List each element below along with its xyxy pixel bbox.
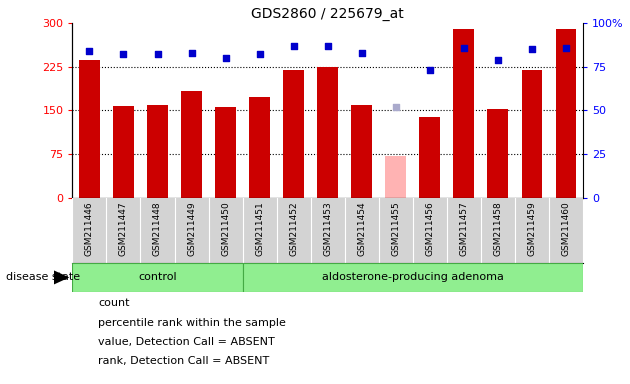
Point: [152, 51, 163, 58]
Bar: [249, 97, 270, 198]
Bar: [72, 263, 243, 292]
Text: percentile rank within the sample: percentile rank within the sample: [98, 318, 286, 328]
Bar: [147, 104, 168, 198]
Point: [220, 55, 231, 61]
Text: GSM211453: GSM211453: [323, 201, 332, 256]
Text: aldosterone-producing adenoma: aldosterone-producing adenoma: [322, 272, 503, 283]
Bar: [386, 156, 406, 198]
Bar: [318, 67, 338, 198]
Point: [118, 51, 129, 58]
Text: GSM211446: GSM211446: [85, 201, 94, 256]
Bar: [113, 106, 134, 198]
Bar: [181, 91, 202, 198]
Point: [561, 45, 571, 51]
Point: [323, 43, 333, 49]
Polygon shape: [54, 270, 69, 285]
Point: [391, 104, 401, 110]
Text: GSM211457: GSM211457: [459, 201, 468, 256]
Text: value, Detection Call = ABSENT: value, Detection Call = ABSENT: [98, 337, 275, 347]
Text: GSM211449: GSM211449: [187, 201, 196, 256]
Bar: [243, 263, 583, 292]
Point: [289, 43, 299, 49]
Bar: [352, 104, 372, 198]
Point: [255, 51, 265, 58]
Text: control: control: [138, 272, 177, 283]
Bar: [556, 29, 576, 198]
Text: GSM211448: GSM211448: [153, 201, 162, 256]
Point: [493, 57, 503, 63]
Bar: [488, 109, 508, 198]
Text: GSM211459: GSM211459: [527, 201, 536, 256]
Bar: [284, 70, 304, 198]
Text: GSM211447: GSM211447: [119, 201, 128, 256]
Text: GSM211450: GSM211450: [221, 201, 230, 256]
Bar: [215, 108, 236, 198]
Bar: [522, 70, 542, 198]
Text: GSM211451: GSM211451: [255, 201, 264, 256]
Point: [425, 67, 435, 73]
Point: [459, 45, 469, 51]
Bar: [454, 29, 474, 198]
Text: GSM211455: GSM211455: [391, 201, 400, 256]
Text: GSM211452: GSM211452: [289, 201, 298, 256]
Text: GSM211458: GSM211458: [493, 201, 502, 256]
Text: GSM211460: GSM211460: [561, 201, 570, 256]
Text: GSM211456: GSM211456: [425, 201, 434, 256]
Text: disease state: disease state: [6, 272, 81, 283]
Text: GSM211454: GSM211454: [357, 201, 366, 256]
Title: GDS2860 / 225679_at: GDS2860 / 225679_at: [251, 7, 404, 21]
Text: rank, Detection Call = ABSENT: rank, Detection Call = ABSENT: [98, 356, 269, 366]
Text: count: count: [98, 298, 130, 308]
Point: [357, 50, 367, 56]
Bar: [79, 60, 100, 198]
Bar: [420, 118, 440, 198]
Point: [186, 50, 197, 56]
Point: [84, 48, 94, 54]
Point: [527, 46, 537, 52]
